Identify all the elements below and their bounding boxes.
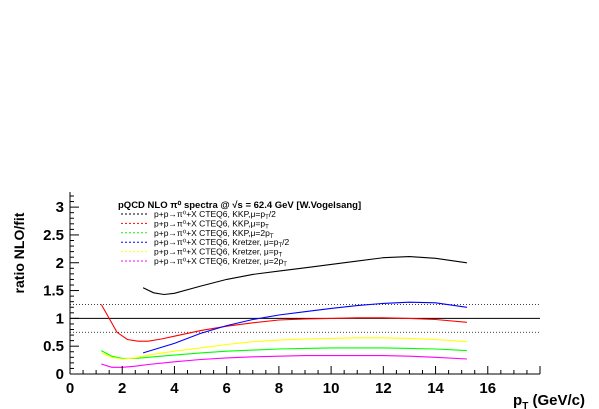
series-2-line [100,304,467,342]
series-lines [100,256,467,368]
x-tick-label: 4 [170,380,179,397]
x-tick-label: 6 [222,380,230,397]
x-tick-label: 16 [479,380,496,397]
legend-label-6: p+p→π⁰+X CTEQ6, Kretzer, μ=2pT​ [154,256,287,268]
legend-label-3: p+p→π⁰+X CTEQ6, KKP,μ=2pT​ [154,228,274,240]
x-tick-label: 2 [118,380,126,397]
x-tick-label: 14 [427,380,444,397]
x-tick-label: 10 [323,380,340,397]
y-tick-label: 2 [56,255,64,272]
legend-label-1: p+p→π⁰+X CTEQ6, KKP,μ=pT​/2 [154,209,276,221]
legend-label-2: p+p→π⁰+X CTEQ6, KKP,μ=pT​ [154,218,269,230]
x-axis-label: pT​ (GeV/c) [513,392,585,409]
series-6-line [101,355,467,368]
y-axis-ticks: 0 0.5 1 1.5 2 2.5 3 [43,195,79,383]
x-tick-label: 8 [275,380,283,397]
series-5-line [101,337,467,360]
chart-title: pQCD NLO π⁰ spectra @ √s = 62.4 GeV [W.V… [118,200,361,211]
y-tick-label: 1.5 [43,283,64,300]
y-axis-label: ratio NLO/fit [11,212,27,293]
plot-frame [69,192,540,375]
legend-label-5: p+p→π⁰+X CTEQ6, Kretzer, μ=pT​ [154,247,283,259]
series-4-line [142,301,467,354]
y-tick-label: 1 [56,310,64,327]
x-tick-label: 12 [375,380,392,397]
series-1-line [142,256,467,296]
x-axis-ticks: 0 2 4 6 8 10 12 14 16 [66,366,541,397]
y-tick-label: 2.5 [43,227,64,244]
y-tick-label: 3 [56,199,64,216]
y-tick-label: 0 [56,366,64,383]
legend-label-4: p+p→π⁰+X CTEQ6, Kretzer, μ=pT​/2 [154,237,290,249]
y-tick-label: 0.5 [43,338,64,355]
x-tick-label: 0 [66,380,74,397]
legend: pQCD NLO π⁰ spectra @ √s = 62.4 GeV [W.V… [118,200,361,268]
